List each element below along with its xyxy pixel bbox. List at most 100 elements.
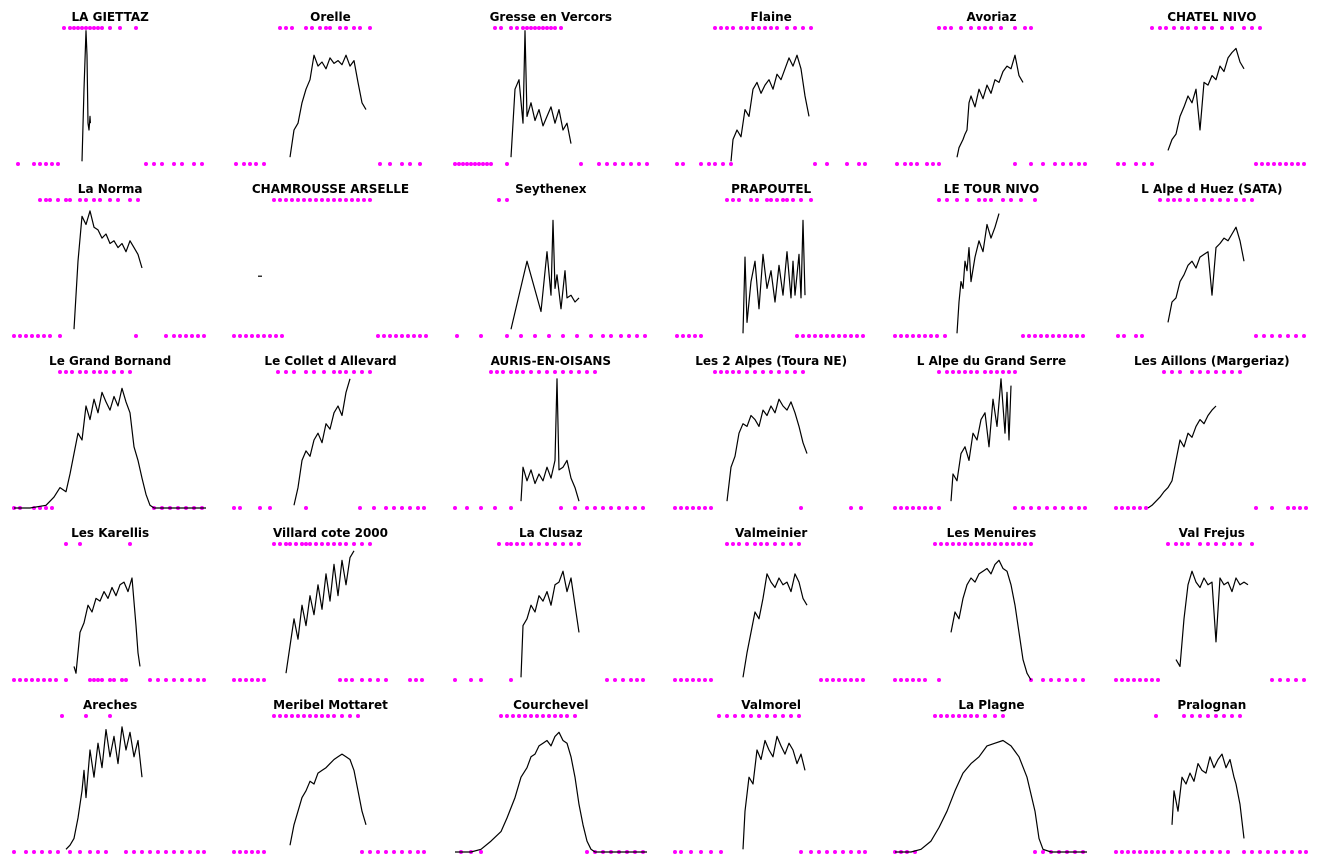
top-marker (1197, 542, 1202, 546)
top-marker (764, 542, 769, 546)
top-marker (983, 26, 988, 30)
panel-title: Courchevel (513, 698, 589, 712)
bottom-marker (148, 850, 152, 854)
top-marker (1201, 26, 1206, 30)
bottom-marker (632, 506, 637, 510)
bottom-marker (1125, 850, 1130, 854)
top-marker (96, 26, 100, 30)
top-marker (1173, 542, 1178, 546)
top-marker (1257, 26, 1262, 30)
top-marker (724, 198, 729, 202)
top-marker (128, 198, 132, 202)
bottom-marker (232, 850, 237, 854)
top-marker (84, 26, 88, 30)
bottom-marker (1277, 678, 1282, 682)
bottom-marker (232, 678, 237, 682)
top-marker (975, 714, 980, 718)
top-marker (1225, 198, 1230, 202)
bottom-marker (1045, 334, 1050, 338)
panel-title: Areches (83, 698, 138, 712)
bottom-marker (584, 506, 589, 510)
top-marker (552, 542, 557, 546)
bottom-marker (1121, 334, 1126, 338)
panel-plot (1113, 714, 1308, 854)
bottom-marker (258, 506, 263, 510)
bottom-marker (16, 162, 20, 166)
bottom-marker (54, 678, 58, 682)
top-marker (939, 714, 944, 718)
bottom-marker (250, 850, 255, 854)
top-marker (340, 714, 345, 718)
bottom-marker (917, 506, 922, 510)
bottom-marker (848, 678, 853, 682)
bottom-marker (935, 334, 940, 338)
bottom-marker (378, 162, 383, 166)
top-marker (800, 370, 805, 374)
bottom-marker (636, 162, 641, 166)
top-marker (1169, 370, 1174, 374)
bottom-marker (1293, 334, 1298, 338)
top-marker (520, 26, 525, 30)
top-marker (504, 714, 509, 718)
top-marker (312, 370, 317, 374)
bottom-marker (1271, 162, 1276, 166)
bottom-marker (472, 162, 477, 166)
top-marker (754, 198, 759, 202)
bottom-marker (1277, 334, 1282, 338)
bottom-marker (464, 506, 469, 510)
top-marker (1013, 26, 1018, 30)
top-marker (808, 26, 813, 30)
bottom-marker (238, 334, 243, 338)
panel-title: Valmorel (741, 698, 802, 712)
top-marker (514, 370, 519, 374)
bottom-marker (100, 678, 104, 682)
bottom-marker (382, 334, 387, 338)
panel-plot (452, 26, 649, 166)
top-marker (748, 198, 753, 202)
bottom-marker (909, 162, 914, 166)
top-marker (1171, 26, 1176, 30)
bottom-marker (1257, 850, 1262, 854)
bottom-marker (1297, 850, 1302, 854)
top-marker (128, 370, 132, 374)
bottom-marker (1281, 850, 1286, 854)
bottom-marker (480, 162, 485, 166)
bottom-marker (574, 334, 579, 338)
chart-panel: Valmeinier (661, 516, 881, 688)
chart-panel: PRAPOUTEL (661, 172, 881, 344)
bottom-marker (1209, 850, 1214, 854)
chart-panel: AURIS-EN-OISANS (441, 344, 661, 516)
top-marker (752, 370, 757, 374)
bottom-marker (202, 334, 206, 338)
panel-title: Meribel Mottaret (273, 698, 388, 712)
top-marker (1001, 198, 1006, 202)
top-marker (999, 26, 1004, 30)
bottom-marker (50, 162, 54, 166)
top-marker (1177, 370, 1182, 374)
top-marker (290, 198, 295, 202)
bottom-marker (1185, 850, 1190, 854)
bottom-marker (478, 506, 483, 510)
panel-title: Le Grand Bornand (49, 354, 172, 368)
bottom-marker (1051, 334, 1056, 338)
bottom-marker (1073, 678, 1078, 682)
top-marker (296, 198, 301, 202)
bottom-marker (244, 850, 249, 854)
bottom-marker (254, 162, 259, 166)
top-marker (510, 714, 515, 718)
bottom-marker (1077, 162, 1082, 166)
top-marker (568, 542, 573, 546)
top-marker (532, 26, 537, 30)
bottom-marker (1049, 678, 1054, 682)
top-marker (724, 714, 729, 718)
panel-title: La Norma (77, 182, 143, 196)
bottom-marker (36, 678, 40, 682)
bottom-marker (854, 334, 859, 338)
top-marker (314, 714, 319, 718)
top-marker (496, 542, 501, 546)
top-marker (989, 370, 994, 374)
bottom-marker (600, 334, 605, 338)
top-marker (949, 26, 954, 30)
bottom-marker (384, 850, 389, 854)
top-marker (328, 26, 333, 30)
